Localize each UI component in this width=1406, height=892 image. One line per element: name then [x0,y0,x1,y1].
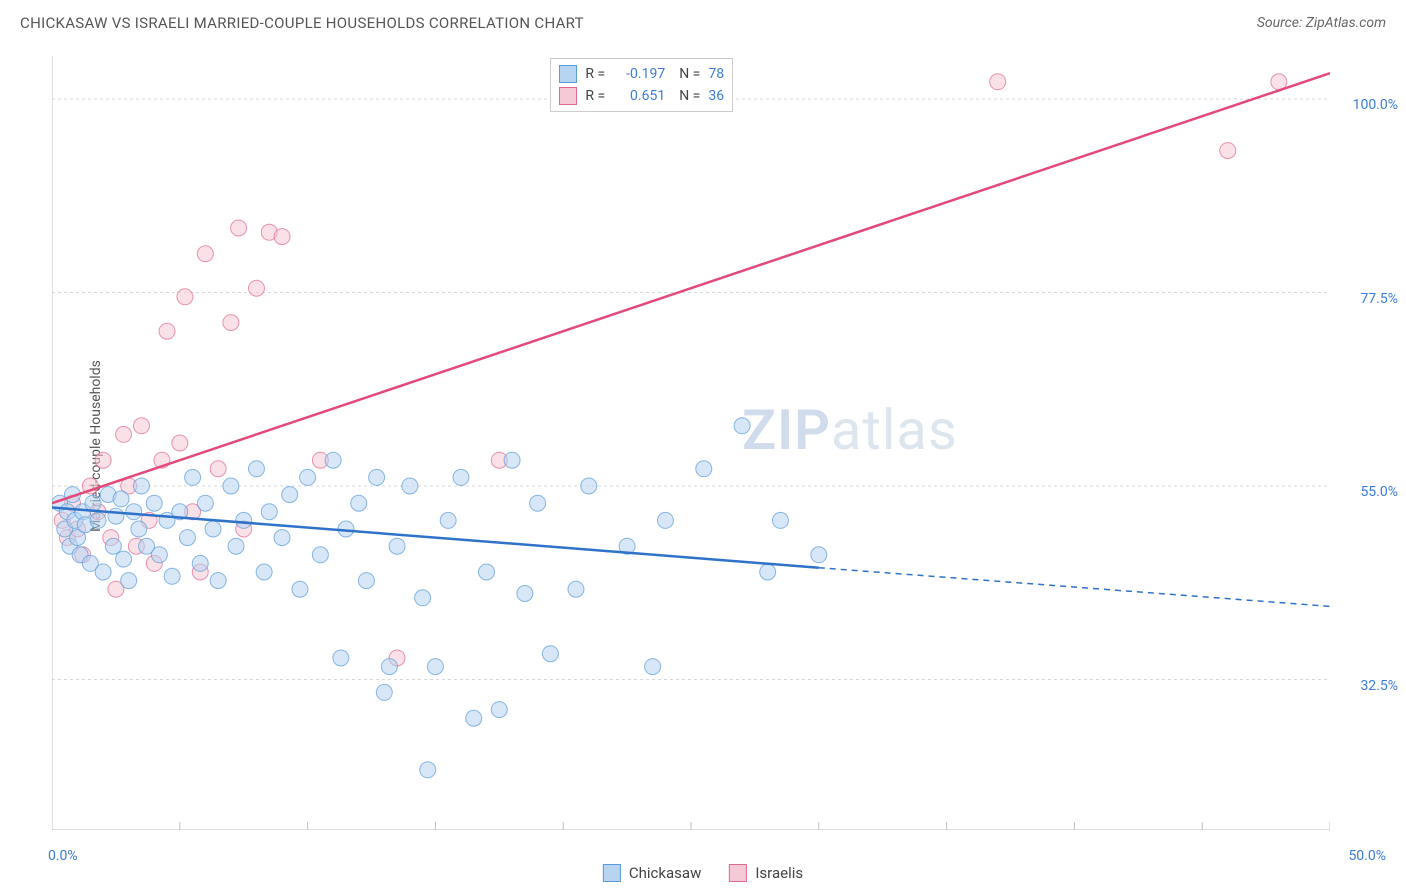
chart-plot-area: ZIPatlas R =-0.197N =78R =0.651N =36 [52,56,1330,830]
legend: Chickasaw Israelis [603,864,803,882]
stats-row: R = 0.651 N = 36 [559,85,724,107]
y-tick-label: 32.5% [1360,678,1398,694]
r-label: R = [585,88,605,104]
x-min-label: 0.0% [48,848,78,864]
r-value: -0.197 [613,66,665,82]
stats-swatch [559,87,577,105]
y-tick-label: 55.0% [1360,484,1398,500]
source-attribution: Source: ZipAtlas.com [1257,15,1386,31]
r-value: 0.651 [613,88,665,104]
n-label: N = [679,88,700,104]
legend-swatch [729,864,747,882]
y-tick-label: 100.0% [1353,97,1398,113]
n-value: 36 [708,88,724,104]
n-value: 78 [708,66,724,82]
legend-label: Chickasaw [629,864,701,882]
stats-row: R = -0.197 N = 78 [559,63,724,85]
n-label: N = [679,66,700,82]
scatter-plot-svg [52,56,1330,830]
y-tick-label: 77.5% [1360,291,1398,307]
stats-swatch [559,65,577,83]
legend-item: Chickasaw [603,864,701,882]
legend-swatch [603,864,621,882]
chart-title: CHICKASAW VS ISRAELI MARRIED-COUPLE HOUS… [20,14,584,32]
legend-label: Israelis [755,864,803,882]
legend-item: Israelis [729,864,803,882]
correlation-stats-box: R = -0.197 N = 78 R = 0.651 N = 36 [550,58,733,112]
r-label: R = [585,66,605,82]
x-max-label: 50.0% [1348,848,1386,864]
